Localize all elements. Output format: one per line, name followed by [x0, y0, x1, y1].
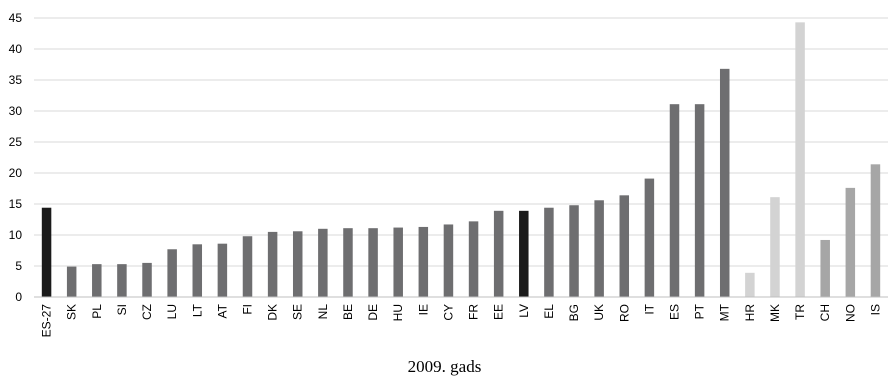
bar-pt [694, 104, 705, 298]
y-tick-label: 0 [15, 290, 22, 304]
bar-de [368, 228, 378, 297]
chart-caption: 2009. gads [407, 357, 482, 376]
bar-tr [795, 22, 805, 298]
x-tick-label: HR [743, 304, 757, 322]
bar-is [870, 164, 881, 297]
bar-at [217, 243, 228, 297]
x-tick-label: LV [517, 304, 531, 318]
x-axis-ticks: ES-27 SK PL SI CZ LU LT AT FI DK SE NL BE DE HU IE CY FR E… [40, 303, 883, 337]
x-tick-label: SI [115, 304, 129, 315]
y-tick-label: 40 [9, 42, 23, 56]
bar-uk [594, 200, 604, 297]
x-tick-label: DK [266, 304, 280, 321]
x-tick-label: NO [843, 304, 857, 322]
x-tick-label: IT [642, 303, 656, 314]
x-tick-label: AT [215, 303, 229, 318]
bar-lv [519, 210, 529, 297]
bar-mk [770, 197, 780, 297]
bar-lt [192, 244, 203, 297]
bar-fr [468, 221, 479, 297]
x-tick-label: UK [592, 304, 606, 321]
bar-el [544, 207, 554, 297]
bar-sk [66, 266, 77, 297]
x-tick-label: CH [818, 304, 832, 321]
bar-ee [493, 210, 504, 297]
bar-dk [267, 231, 278, 297]
bar-es-27 [41, 207, 52, 297]
x-tick-label: SK [65, 304, 79, 320]
bar-ch [820, 239, 830, 297]
bar-mt [719, 68, 730, 297]
bar-cz [142, 262, 152, 297]
gridlines [34, 17, 888, 267]
x-tick-label: TR [793, 304, 807, 320]
x-tick-label: ES-27 [40, 304, 54, 338]
bar-it [644, 178, 655, 297]
bar-fi [242, 236, 253, 297]
bars [41, 22, 881, 298]
y-tick-label: 35 [9, 73, 23, 87]
x-tick-label: MT [718, 303, 732, 321]
bar-ro [619, 195, 630, 297]
bar-no [845, 187, 856, 297]
x-tick-label: LU [165, 304, 179, 319]
x-tick-label: IE [416, 304, 430, 315]
y-tick-label: 45 [9, 11, 23, 25]
x-tick-label: FI [241, 304, 255, 315]
bar-be [343, 228, 353, 297]
bar-ie [418, 226, 429, 297]
bar-chart: 0 5 10 15 20 25 30 35 40 45 ES-27 SK PL SI CZ LU LT AT FI… [9, 11, 888, 337]
bar-hu [393, 227, 403, 297]
y-tick-label: 30 [9, 104, 23, 118]
x-tick-label: EE [492, 304, 506, 320]
x-tick-label: PT [693, 303, 707, 319]
bar-cy [443, 224, 454, 297]
x-tick-label: BE [341, 304, 355, 320]
x-tick-label: CZ [140, 304, 154, 320]
bar-pl [92, 264, 102, 297]
x-tick-label: MK [768, 304, 782, 322]
y-tick-label: 5 [15, 259, 22, 273]
x-tick-label: CY [441, 304, 455, 321]
x-tick-label: ES [668, 304, 682, 320]
x-tick-label: HU [391, 304, 405, 321]
bar-nl [318, 228, 328, 297]
x-tick-label: FR [467, 304, 481, 320]
x-tick-label: NL [316, 304, 330, 320]
bar-hr [745, 272, 755, 297]
bar-es [669, 104, 680, 298]
bar-lu [167, 249, 177, 297]
y-tick-label: 10 [9, 228, 23, 242]
x-tick-label: SE [291, 304, 305, 320]
y-tick-label: 20 [9, 166, 23, 180]
x-tick-label: IS [868, 304, 882, 315]
y-tick-label: 15 [9, 197, 23, 211]
bar-si [117, 264, 127, 297]
x-tick-label: RO [617, 304, 631, 322]
y-tick-label: 25 [9, 135, 23, 149]
x-tick-label: LT [190, 303, 204, 317]
x-tick-label: BG [567, 304, 581, 321]
x-tick-label: EL [542, 304, 556, 319]
x-tick-label: DE [366, 304, 380, 321]
y-axis-ticks: 0 5 10 15 20 25 30 35 40 45 [9, 11, 23, 304]
bar-se [292, 231, 303, 297]
x-tick-label: PL [90, 304, 104, 319]
bar-bg [569, 205, 579, 297]
